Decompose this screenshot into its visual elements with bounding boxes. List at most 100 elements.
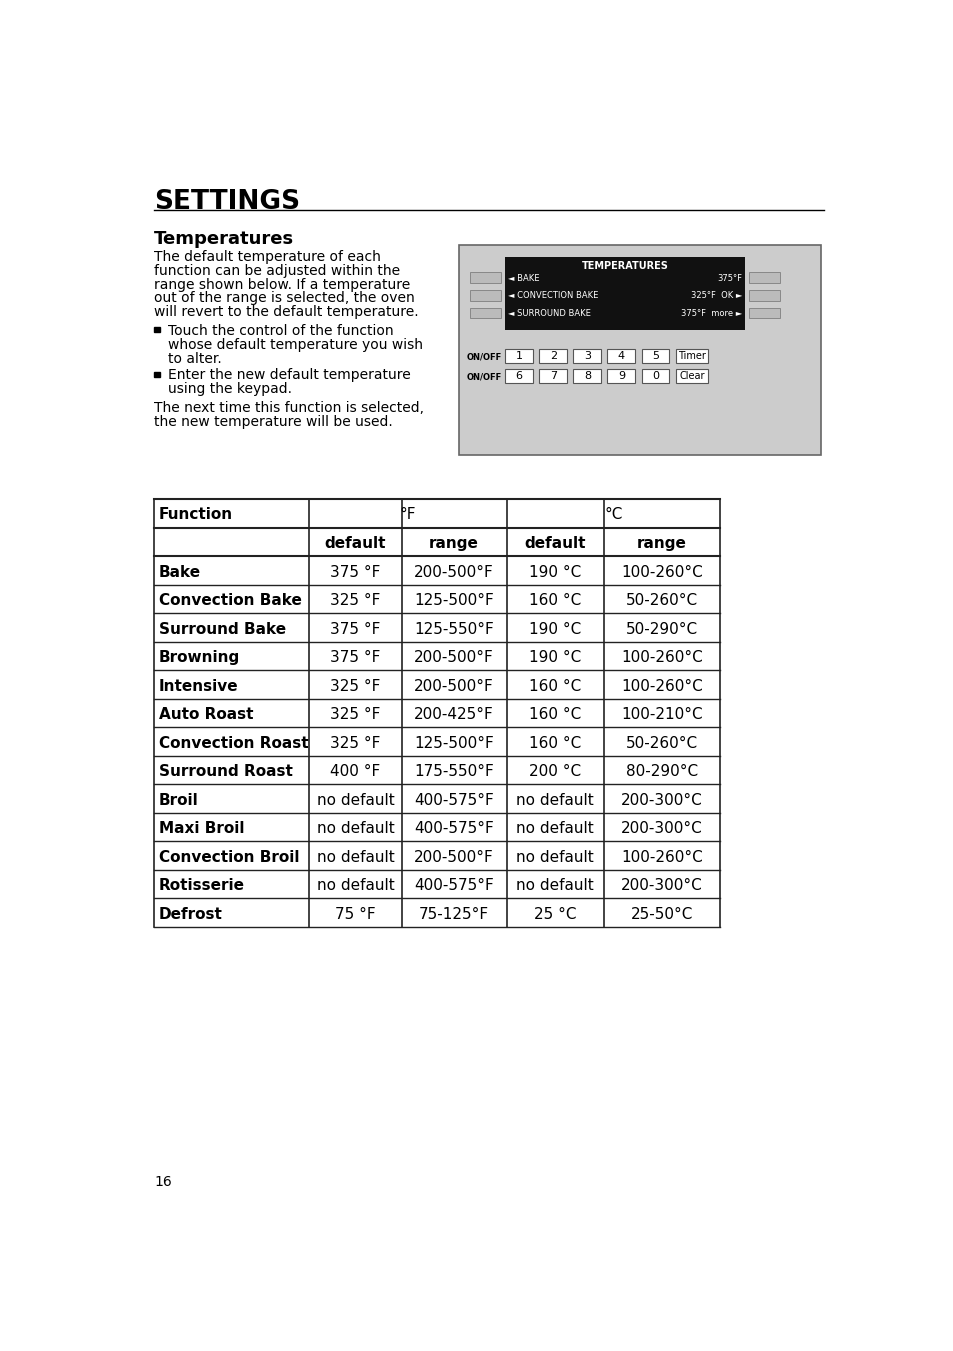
Text: 190 °C: 190 °C	[528, 621, 580, 636]
Text: Convection Broil: Convection Broil	[158, 850, 299, 865]
Text: 125-500°F: 125-500°F	[414, 593, 494, 608]
Bar	[641, 349, 669, 363]
Text: 100-260°C: 100-260°C	[620, 565, 702, 580]
Text: 25 °C: 25 °C	[533, 907, 576, 921]
Text: Touch the control of the function: Touch the control of the function	[168, 324, 394, 338]
Text: ◄ BAKE: ◄ BAKE	[508, 274, 539, 282]
Bar	[538, 349, 567, 363]
Text: using the keypad.: using the keypad.	[168, 382, 292, 396]
Text: 325 °F: 325 °F	[330, 736, 380, 751]
Text: ON/OFF: ON/OFF	[466, 373, 501, 381]
Bar	[505, 369, 533, 384]
Bar	[538, 369, 567, 384]
Text: 400-575°F: 400-575°F	[414, 793, 494, 808]
Text: 400-575°F: 400-575°F	[414, 821, 494, 836]
Text: Enter the new default temperature: Enter the new default temperature	[168, 369, 411, 382]
Bar	[505, 349, 533, 363]
Text: 100-260°C: 100-260°C	[620, 850, 702, 865]
Text: 375°F: 375°F	[717, 274, 741, 282]
Text: 4: 4	[618, 351, 624, 361]
Text: 2: 2	[549, 351, 557, 361]
Text: The default temperature of each: The default temperature of each	[154, 250, 380, 263]
Text: ◄ SURROUND BAKE: ◄ SURROUND BAKE	[508, 309, 591, 319]
Text: 160 °C: 160 °C	[528, 736, 580, 751]
Text: 375°F  more ►: 375°F more ►	[680, 309, 741, 319]
Text: Function: Function	[158, 507, 233, 521]
Text: 200-500°F: 200-500°F	[414, 650, 494, 665]
Text: no default: no default	[516, 821, 593, 836]
Text: 325°F  OK ►: 325°F OK ►	[690, 292, 741, 300]
Text: 325 °F: 325 °F	[330, 593, 380, 608]
Text: no default: no default	[316, 850, 395, 865]
Text: Broil: Broil	[158, 793, 198, 808]
Bar	[470, 308, 500, 319]
Text: 75-125°F: 75-125°F	[418, 907, 489, 921]
Text: 175-550°F: 175-550°F	[414, 765, 494, 780]
Text: 200-425°F: 200-425°F	[414, 708, 494, 723]
Text: range shown below. If a temperature: range shown below. If a temperature	[154, 277, 410, 292]
Bar	[607, 369, 635, 384]
Text: Rotisserie: Rotisserie	[158, 878, 245, 893]
Text: 100-260°C: 100-260°C	[620, 678, 702, 694]
Text: Maxi Broil: Maxi Broil	[158, 821, 244, 836]
Text: no default: no default	[316, 821, 395, 836]
Text: Surround Bake: Surround Bake	[158, 621, 286, 636]
Text: 50-260°C: 50-260°C	[625, 593, 697, 608]
Bar	[748, 308, 780, 319]
Text: Auto Roast: Auto Roast	[158, 708, 253, 723]
Text: 50-260°C: 50-260°C	[625, 736, 697, 751]
Text: Convection Roast: Convection Roast	[158, 736, 308, 751]
Text: no default: no default	[516, 850, 593, 865]
Text: Surround Roast: Surround Roast	[158, 765, 293, 780]
Text: Bake: Bake	[158, 565, 201, 580]
Text: 3: 3	[583, 351, 590, 361]
Text: whose default temperature you wish: whose default temperature you wish	[168, 338, 422, 351]
Bar	[505, 257, 744, 330]
Bar	[748, 290, 780, 301]
Text: Timer: Timer	[678, 351, 705, 361]
Bar	[675, 349, 707, 363]
Text: ◄ CONVECTION BAKE: ◄ CONVECTION BAKE	[508, 292, 598, 300]
Text: 16: 16	[154, 1174, 172, 1189]
Text: 190 °C: 190 °C	[528, 565, 580, 580]
Text: 100-260°C: 100-260°C	[620, 650, 702, 665]
Text: °F: °F	[399, 507, 416, 521]
Text: 160 °C: 160 °C	[528, 593, 580, 608]
Text: default: default	[523, 535, 585, 551]
Text: 160 °C: 160 °C	[528, 708, 580, 723]
Text: Browning: Browning	[158, 650, 240, 665]
Bar	[748, 273, 780, 282]
Bar	[470, 273, 500, 282]
Bar	[470, 290, 500, 301]
Text: TEMPERATURES: TEMPERATURES	[581, 262, 668, 272]
Text: 400 °F: 400 °F	[330, 765, 380, 780]
Text: 50-290°C: 50-290°C	[625, 621, 697, 636]
Text: 1: 1	[516, 351, 522, 361]
Bar	[641, 369, 669, 384]
Text: °C: °C	[603, 507, 622, 521]
Text: 200-500°F: 200-500°F	[414, 850, 494, 865]
Text: ON/OFF: ON/OFF	[466, 353, 501, 361]
Bar	[154, 327, 159, 332]
Text: 375 °F: 375 °F	[330, 621, 380, 636]
Text: the new temperature will be used.: the new temperature will be used.	[154, 415, 393, 428]
Text: no default: no default	[316, 878, 395, 893]
Text: 325 °F: 325 °F	[330, 708, 380, 723]
Bar	[607, 349, 635, 363]
Text: 0: 0	[651, 370, 659, 381]
Text: 75 °F: 75 °F	[335, 907, 375, 921]
Text: 8: 8	[583, 370, 590, 381]
Text: 200-500°F: 200-500°F	[414, 565, 494, 580]
Text: 200-300°C: 200-300°C	[620, 878, 702, 893]
Text: Defrost: Defrost	[158, 907, 222, 921]
Text: Convection Bake: Convection Bake	[158, 593, 301, 608]
Text: 190 °C: 190 °C	[528, 650, 580, 665]
Text: no default: no default	[516, 793, 593, 808]
Text: 375 °F: 375 °F	[330, 650, 380, 665]
Text: 400-575°F: 400-575°F	[414, 878, 494, 893]
Text: 125-550°F: 125-550°F	[414, 621, 494, 636]
Bar	[458, 246, 821, 455]
Bar	[573, 369, 600, 384]
Text: out of the range is selected, the oven: out of the range is selected, the oven	[154, 292, 415, 305]
Text: no default: no default	[516, 878, 593, 893]
